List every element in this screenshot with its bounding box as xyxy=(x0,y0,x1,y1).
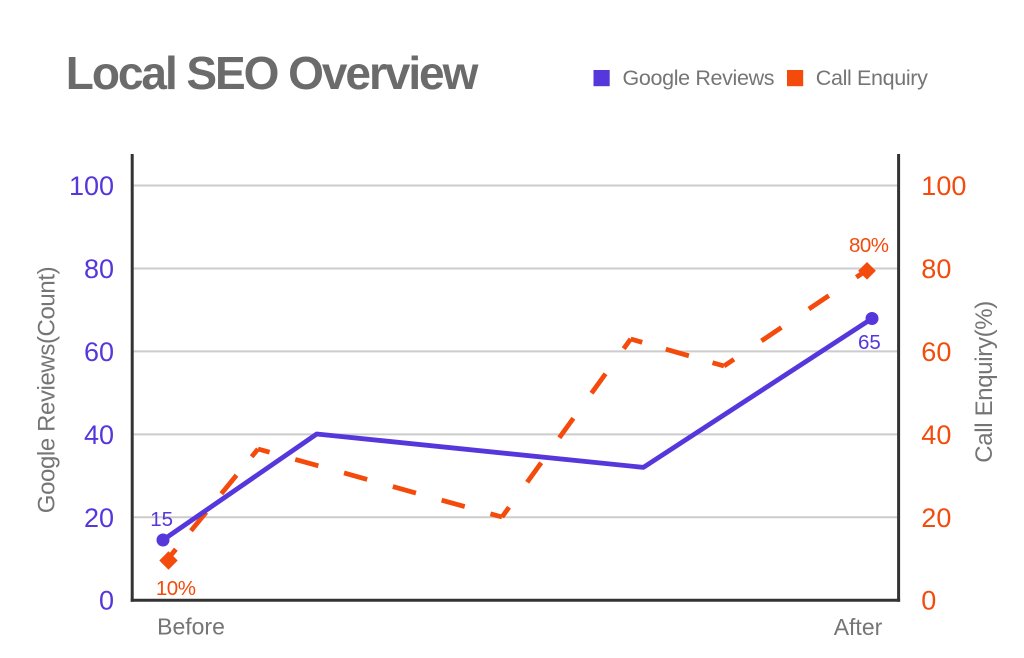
svg-text:80: 80 xyxy=(921,254,951,284)
svg-text:20: 20 xyxy=(84,503,114,533)
svg-text:40: 40 xyxy=(84,420,114,450)
svg-text:10%: 10% xyxy=(156,577,196,600)
svg-text:0: 0 xyxy=(921,586,936,616)
svg-text:Local SEO Overview: Local SEO Overview xyxy=(66,47,479,99)
svg-text:Before: Before xyxy=(157,614,225,640)
svg-text:40: 40 xyxy=(921,420,951,450)
svg-text:100: 100 xyxy=(921,171,966,201)
svg-text:Google Reviews: Google Reviews xyxy=(623,66,775,90)
svg-text:80: 80 xyxy=(84,254,114,284)
svg-text:After: After xyxy=(834,614,883,640)
svg-text:60: 60 xyxy=(921,337,951,367)
svg-text:100: 100 xyxy=(69,171,114,201)
svg-text:Call Enquiry: Call Enquiry xyxy=(816,66,928,90)
svg-text:60: 60 xyxy=(84,337,114,367)
svg-text:80%: 80% xyxy=(849,234,889,257)
svg-text:0: 0 xyxy=(99,586,114,616)
svg-text:15: 15 xyxy=(150,508,173,531)
svg-text:20: 20 xyxy=(921,503,951,533)
svg-text:65: 65 xyxy=(858,331,881,354)
svg-text:Call Enquiry(%): Call Enquiry(%) xyxy=(971,301,998,463)
svg-text:Google Reviews(Count): Google Reviews(Count) xyxy=(34,267,61,513)
